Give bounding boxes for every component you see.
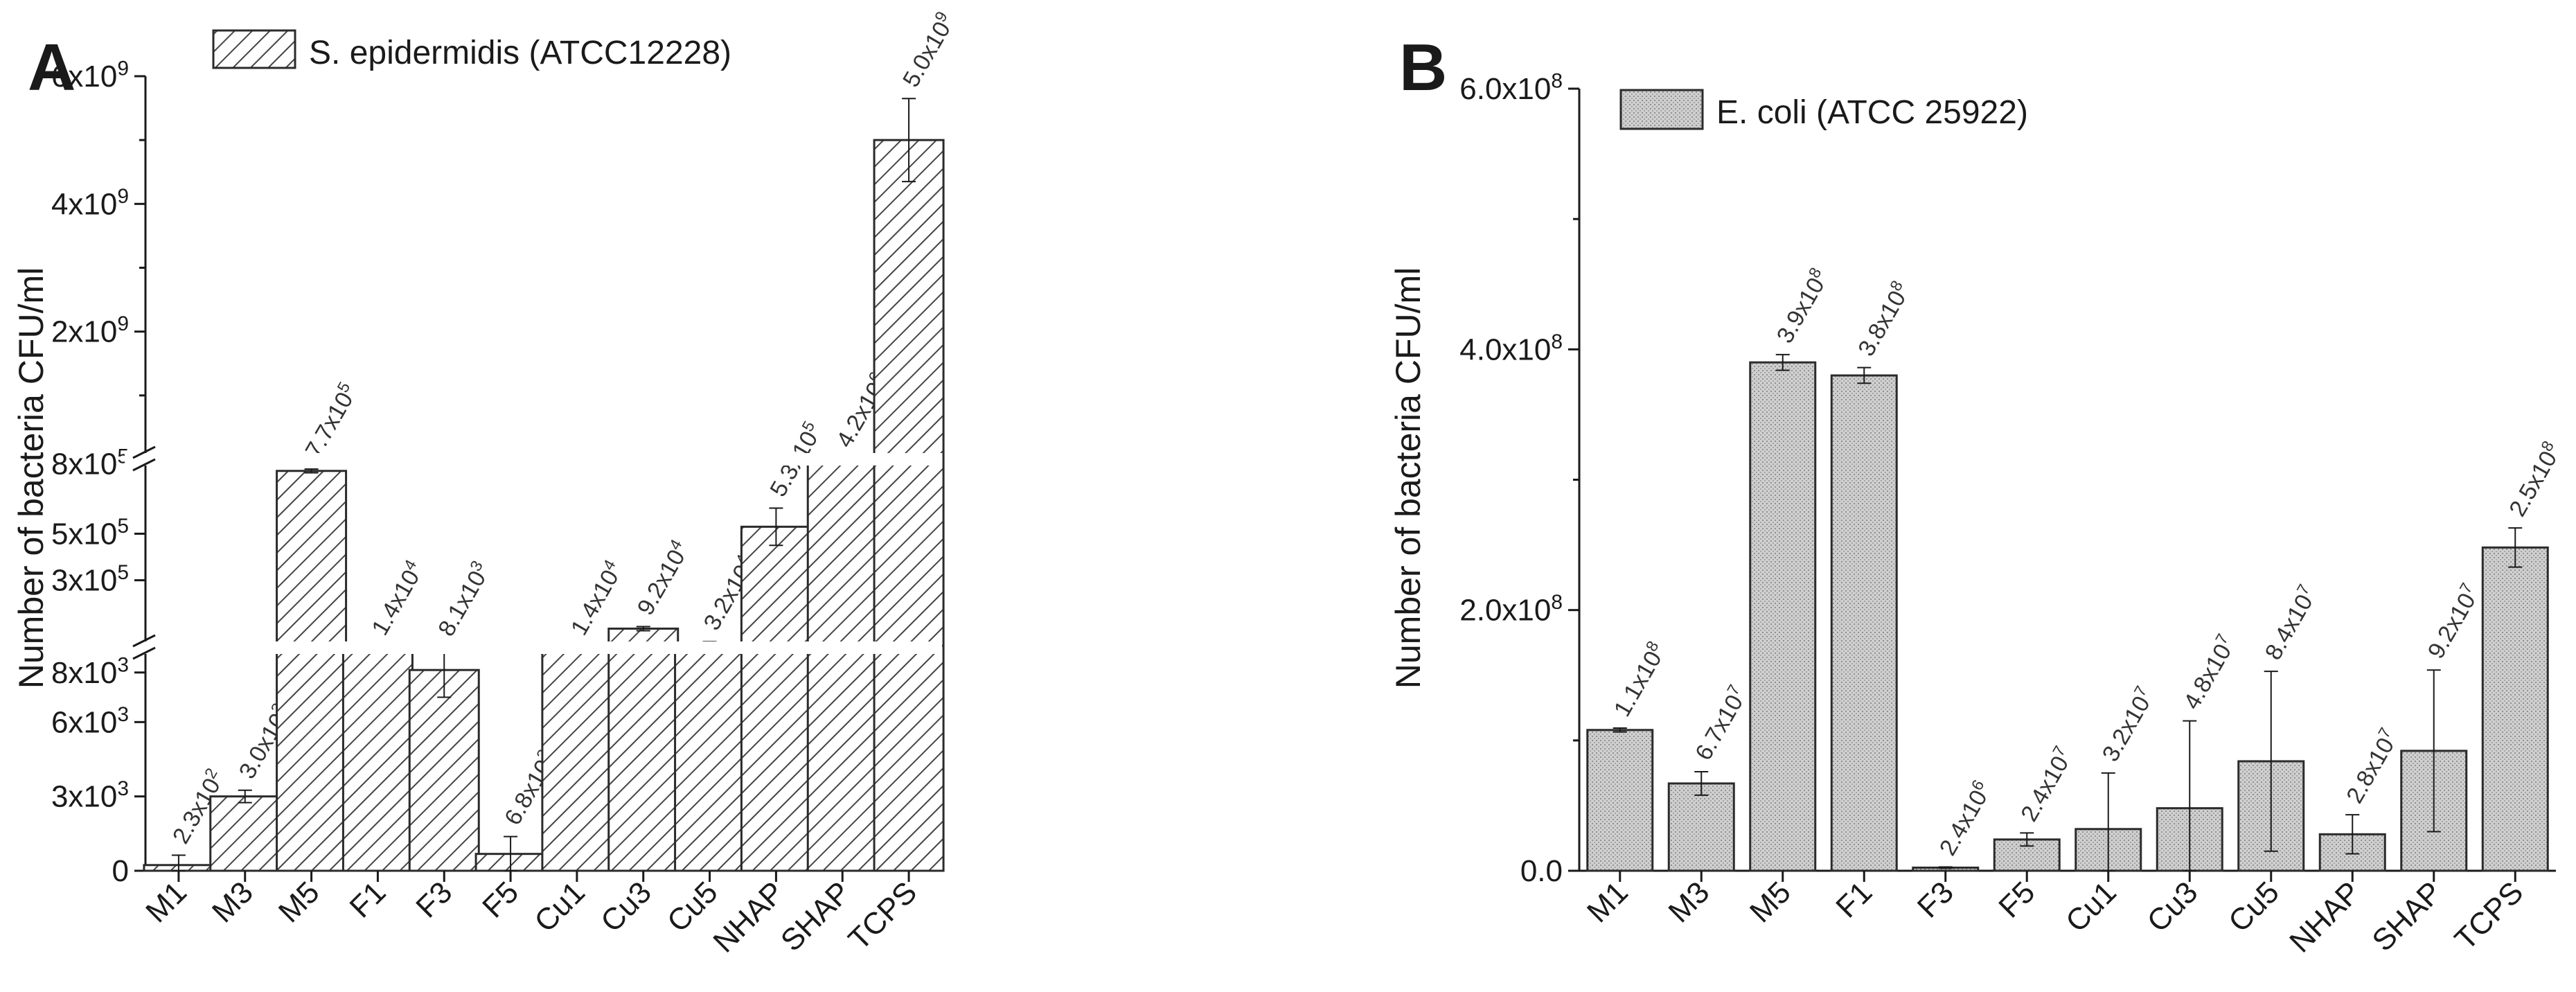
bar-b-m1 [1586, 729, 1654, 872]
x-tick-label-a: Cu1 [528, 875, 592, 939]
bar-a-f1 [341, 646, 414, 872]
axis-break-gap-a [125, 453, 942, 466]
y-axis-label-b: Number of bacteria CFU/ml [1389, 267, 1428, 689]
data-label-a: 8.1x103 [431, 558, 496, 641]
x-tick-label-b: Cu1 [2059, 875, 2123, 939]
data-label-b: 4.8x107 [2176, 630, 2241, 714]
bar-b-m5 [1749, 361, 1817, 872]
bar-b-tcps [2481, 546, 2549, 872]
y-tick-label-a: 6x103 [51, 703, 129, 739]
data-label-b: 2.4x107 [2014, 743, 2079, 826]
panel-letter-a: A [28, 30, 75, 105]
y-tick-label-a: 8x103 [51, 653, 129, 689]
y-tick-label-a: 3x103 [51, 777, 129, 813]
axis-break-mark-a [132, 634, 156, 648]
bar-a-cu5 [674, 641, 746, 872]
x-tick-label-a: NHAP [707, 875, 790, 959]
data-label-b: 8.4x107 [2258, 581, 2323, 664]
panel-letter-b: B [1399, 30, 1447, 105]
bar-a-cu3 [607, 627, 679, 872]
axis-break-mark-a [132, 445, 156, 459]
bar-a-f3 [408, 668, 480, 872]
x-tick-label-a: M3 [206, 875, 260, 929]
bar-b-f1 [1830, 374, 1898, 872]
y-tick-label-a: 6x109 [51, 57, 129, 94]
x-tick-label-b: SHAP [2365, 875, 2448, 957]
data-label-a: 1.4x104 [564, 556, 629, 640]
bar-a-shap [806, 458, 878, 872]
y-tick-label-a: 0 [112, 854, 129, 888]
data-label-b: 3.8x108 [1851, 277, 1916, 360]
y-axis-label-a: Number of bacteria CFU/ml [12, 267, 51, 689]
x-tick-label-b: F5 [1992, 875, 2041, 924]
data-label-b: 9.2x107 [2421, 580, 2486, 663]
x-tick-label-a: TCPS [842, 875, 924, 957]
x-tick-label-a: SHAP [774, 875, 857, 957]
x-tick-label-b: NHAP [2283, 875, 2367, 959]
bar-a-m5 [276, 470, 348, 872]
x-tick-label-a: Cu3 [594, 875, 658, 939]
data-label-b: 1.1x108 [1607, 638, 1672, 721]
bar-b-m3 [1667, 782, 1735, 872]
data-label-a: 9.2x104 [630, 536, 695, 620]
x-tick-label-b: M3 [1662, 875, 1716, 929]
x-tick-label-a: F1 [344, 875, 393, 924]
x-tick-label-b: F1 [1829, 875, 1878, 924]
x-tick-label-a: F3 [409, 875, 459, 924]
x-tick-label-b: M1 [1581, 875, 1635, 929]
legend-swatch-b [1619, 89, 1704, 130]
y-tick-label-b: 0.0 [1520, 854, 1563, 888]
axis-break-mark-a [132, 646, 156, 660]
x-tick-label-b: M5 [1743, 875, 1797, 929]
bar-a-m3 [209, 795, 281, 872]
y-tick-label-b: 2.0x108 [1459, 591, 1563, 627]
axis-break-gap-a [125, 641, 942, 654]
x-tick-label-b: F3 [1911, 875, 1960, 924]
y-tick-label-a: 8x105 [51, 445, 129, 481]
bar-a-nhap [740, 525, 812, 872]
y-tick-label-a: 5x105 [51, 515, 129, 551]
data-label-b: 2.4x106 [1933, 777, 1998, 860]
x-tick-label-a: M5 [272, 875, 326, 929]
x-tick-label-a: M1 [139, 875, 193, 929]
axis-break-mark-a [132, 458, 156, 472]
data-label-a: 5.0x109 [896, 8, 961, 91]
y-tick-label-b: 4.0x108 [1459, 330, 1563, 366]
x-tick-label-b: Cu5 [2222, 875, 2286, 939]
y-tick-label-b: 6.0x108 [1459, 70, 1563, 106]
y-tick-label-a: 3x105 [51, 561, 129, 597]
x-tick-label-b: Cu3 [2141, 875, 2205, 939]
legend-label-b: E. coli (ATCC 25922) [1716, 94, 2028, 131]
legend-label-a: S. epidermidis (ATCC12228) [309, 35, 731, 71]
data-label-b: 3.9x108 [1770, 264, 1835, 347]
y-tick-label-a: 2x109 [51, 312, 129, 348]
data-label-b: 3.2x107 [2095, 682, 2160, 765]
x-tick-label-a: F5 [476, 875, 525, 924]
data-label-b: 2.5x108 [2502, 438, 2567, 521]
legend-swatch-a [212, 29, 296, 69]
data-label-b: 6.7x107 [1688, 682, 1753, 765]
bar-a-cu1 [541, 646, 613, 872]
data-label-a: 7.7x105 [298, 379, 363, 462]
data-label-a: 1.4x104 [364, 556, 429, 640]
data-label-b: 2.8x107 [2339, 725, 2404, 808]
y-tick-label-a: 4x109 [51, 185, 129, 221]
x-tick-label-b: TCPS [2449, 875, 2530, 957]
bar-a-tcps [873, 139, 945, 872]
